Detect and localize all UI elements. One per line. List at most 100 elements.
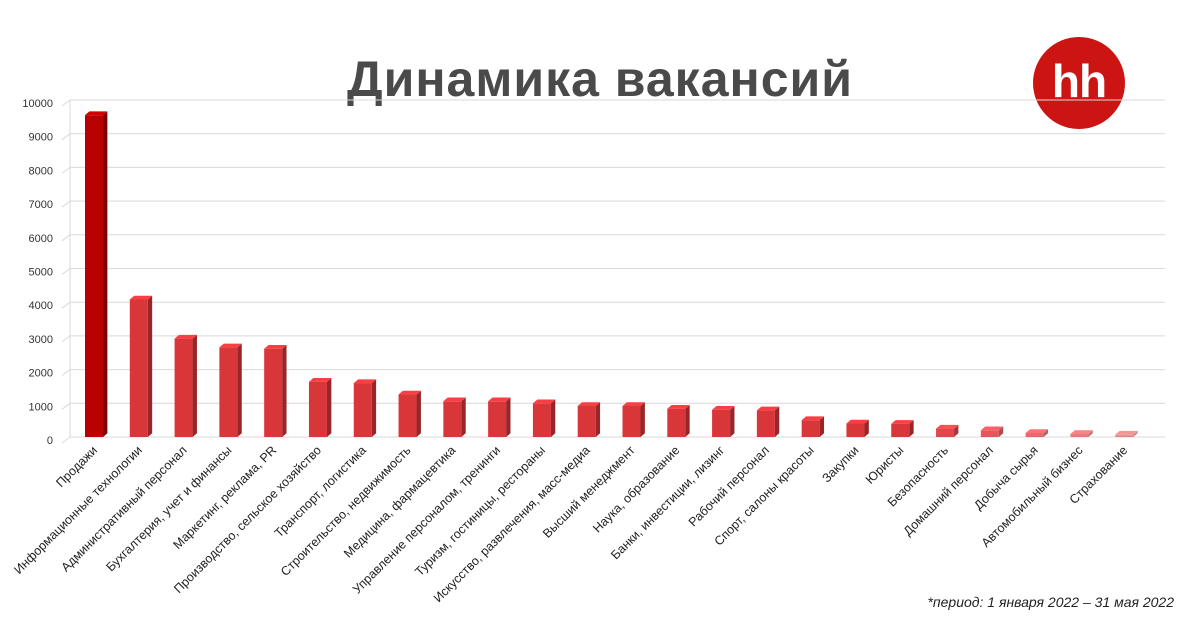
bar-top (756, 406, 780, 411)
gridline-depth (61, 234, 71, 242)
x-tick-label: Продажи (53, 443, 100, 490)
bar-side (1088, 430, 1093, 437)
y-tick-label: 10000 (22, 98, 53, 110)
bar-front (577, 405, 596, 437)
bar-side (819, 416, 825, 437)
y-tick-label: 3000 (29, 334, 53, 346)
bar-side (461, 397, 466, 437)
bar (308, 377, 332, 437)
logo-text: hh (1051, 55, 1107, 107)
bar (398, 390, 421, 437)
bar-top (622, 402, 645, 406)
gridline-depth (61, 335, 71, 343)
bar-front (488, 401, 507, 437)
bar-top (1025, 429, 1048, 433)
y-axis-ticks: 0 1000 2000 3000 4000 5000 6000 7000 8000 9000 100… (22, 98, 53, 447)
bar (712, 405, 735, 437)
bar-top (712, 405, 735, 410)
bar-side (998, 426, 1004, 437)
bar-front (532, 403, 551, 437)
bar (1070, 430, 1093, 437)
bar-front (174, 338, 193, 437)
bar-front (756, 410, 775, 437)
bar-front (801, 420, 820, 437)
bars (85, 111, 1138, 437)
bar-front (308, 381, 327, 437)
bar (85, 111, 108, 437)
bar-side (685, 404, 690, 437)
bar-front (846, 423, 865, 437)
bar-top (667, 404, 690, 409)
bar-front (936, 428, 955, 437)
bar-front (1025, 432, 1044, 437)
bar (667, 404, 690, 437)
y-tick-label: 9000 (29, 132, 53, 144)
bar-top (129, 295, 153, 300)
chart-title: Динамика вакансий (346, 51, 853, 107)
bar-top (443, 397, 466, 402)
bar-top (891, 420, 914, 424)
gridline-depth (61, 402, 71, 410)
bar-front (398, 394, 417, 437)
bar-top (980, 426, 1004, 431)
bar (219, 343, 242, 437)
bar-side (371, 379, 377, 437)
bar-front (891, 423, 910, 437)
bar (353, 379, 377, 437)
bar (488, 397, 511, 437)
hh-logo: hh (1033, 37, 1125, 129)
y-tick-label: 8000 (29, 165, 53, 177)
bar-top (1070, 430, 1093, 434)
y-tick-label: 7000 (29, 199, 53, 211)
bar-top (801, 416, 825, 421)
bar-side (730, 405, 735, 437)
y-tick-label: 2000 (29, 368, 53, 380)
bar-front (1115, 434, 1134, 437)
bar-side (192, 334, 197, 437)
bar-front (264, 348, 283, 437)
gridline-depth (61, 99, 71, 107)
bar-side (237, 343, 242, 437)
bar-side (640, 402, 645, 437)
x-tick-label: Наука, образование (590, 443, 682, 535)
bar (577, 402, 601, 437)
bar-front (85, 115, 103, 437)
bar-top (398, 390, 421, 395)
gridline-depth (61, 268, 71, 275)
bar-side (416, 390, 421, 437)
gridline-depth (61, 436, 71, 444)
bar-side (954, 424, 959, 437)
bar (174, 334, 197, 437)
bar (891, 420, 914, 437)
x-tick-label: Искусство, развлечения, масс-медиа (431, 443, 593, 605)
bar (756, 406, 780, 437)
bar (846, 419, 869, 437)
x-tick-label: Домашний персонал (901, 443, 996, 538)
bar (936, 424, 959, 437)
bar-top (846, 419, 869, 424)
bar-front (712, 409, 731, 437)
y-tick-label: 5000 (29, 267, 53, 279)
bar-front (353, 383, 372, 437)
bar-top (936, 424, 959, 429)
x-tick-label: Закупки (819, 443, 861, 485)
bar (443, 397, 466, 437)
bar-top (174, 334, 197, 339)
x-tick-label: Юристы (863, 443, 907, 487)
bar-side (550, 399, 556, 437)
bar-top (1115, 430, 1138, 435)
gridlines (61, 99, 1165, 444)
bar-front (129, 299, 148, 437)
bar-front (980, 430, 999, 437)
bar-top (488, 397, 511, 402)
bar-front (667, 408, 686, 437)
bar-side (147, 295, 153, 437)
bar (129, 295, 153, 437)
bar-side (864, 419, 869, 437)
bar-side (103, 111, 108, 437)
bar-top (219, 343, 242, 348)
gridline-depth (61, 133, 71, 141)
bar-front (219, 347, 238, 437)
bar (1025, 429, 1048, 437)
